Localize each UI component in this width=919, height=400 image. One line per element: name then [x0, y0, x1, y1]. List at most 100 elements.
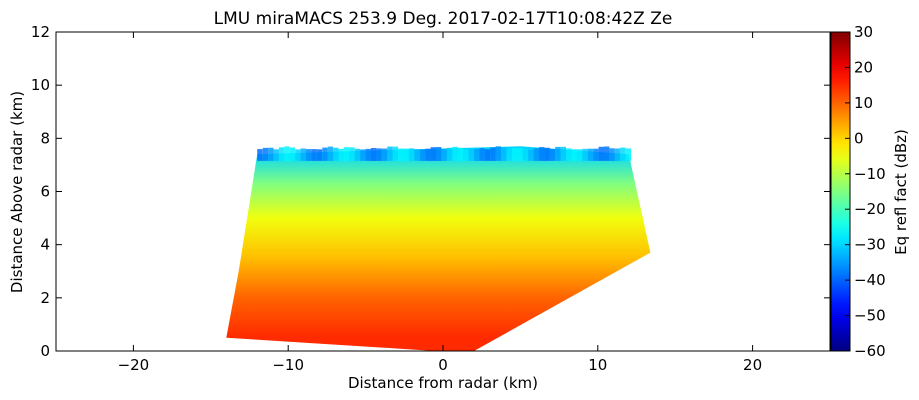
- colorbar-tick-label: −40: [854, 271, 886, 289]
- y-tick-label: 12: [31, 23, 50, 41]
- echo-top-cell: [257, 149, 263, 161]
- echo-top-cell: [484, 149, 491, 161]
- echo-top-cell: [555, 146, 561, 161]
- echo-top-cell: [522, 149, 529, 161]
- echo-top-cell: [571, 149, 577, 161]
- echo-top-cell: [582, 148, 588, 161]
- echo-top-cell: [419, 149, 426, 161]
- echo-top-cell: [360, 149, 366, 161]
- colorbar-tick-label: −10: [854, 165, 886, 183]
- echo-top-cell: [511, 148, 518, 161]
- echo-top-cell: [414, 149, 420, 161]
- echo-top-cell: [295, 149, 301, 161]
- colorbar-label: Eq refl fact (dBz): [892, 129, 910, 255]
- chart-title: LMU miraMACS 253.9 Deg. 2017-02-17T10:08…: [214, 9, 673, 29]
- echo-top-cell: [268, 147, 274, 161]
- colorbar-tick-label: −30: [854, 236, 886, 254]
- x-tick-label: 10: [588, 356, 607, 374]
- y-tick-label: 4: [40, 236, 50, 254]
- echo-top-cell: [620, 147, 626, 161]
- x-axis-label: Distance from radar (km): [348, 374, 538, 392]
- echo-top-cell: [479, 148, 485, 161]
- radar-echo-region: [226, 146, 651, 351]
- echo-top-cell: [262, 147, 269, 161]
- plot-area: [226, 146, 651, 351]
- echo-top-cell: [609, 148, 615, 161]
- echo-top-cell: [327, 146, 334, 161]
- x-axis: −20 −10 0 10 20: [118, 32, 762, 374]
- echo-top-cell: [549, 149, 556, 161]
- echo-top-cell: [506, 149, 512, 161]
- echo-top-cell: [539, 147, 545, 161]
- colorbar-tick-label: −20: [854, 200, 886, 218]
- echo-top-cell: [338, 148, 344, 161]
- echo-top-cell: [598, 146, 604, 161]
- echo-top-cell: [311, 149, 317, 161]
- echo-top-cell: [371, 148, 377, 161]
- echo-top-cell: [381, 148, 388, 161]
- echo-top-cell: [392, 146, 399, 161]
- echo-top-cell: [425, 148, 431, 161]
- echo-top-cell: [517, 148, 523, 161]
- echo-top-cell: [322, 147, 328, 161]
- echo-top-cell: [376, 148, 382, 161]
- echo-top-cell: [354, 148, 361, 161]
- echo-top-cell: [333, 147, 339, 161]
- y-tick-label: 0: [40, 342, 50, 360]
- colorbar: [830, 31, 851, 352]
- colorbar-tick-label: −50: [854, 307, 886, 325]
- echo-top-cell: [560, 146, 566, 161]
- echo-top-cell: [387, 146, 393, 161]
- echo-top-cell: [441, 148, 447, 161]
- echo-top-cell: [446, 147, 453, 161]
- echo-top-cell: [587, 148, 594, 161]
- y-tick-label: 2: [40, 289, 50, 307]
- echo-top-cell: [625, 148, 632, 161]
- echo-top-cell: [604, 146, 610, 161]
- echo-top-cell: [566, 148, 572, 161]
- colorbar-tick-label: 30: [854, 23, 873, 41]
- echo-top-cell: [452, 146, 458, 161]
- echo-top-cell: [533, 148, 539, 161]
- echo-top-cell: [403, 148, 409, 161]
- echo-top-cell: [544, 147, 550, 161]
- x-tick-label: −10: [272, 356, 304, 374]
- colorbar-tick-label: 10: [854, 94, 873, 112]
- echo-top-cell: [408, 148, 415, 161]
- x-tick-label: −20: [118, 356, 150, 374]
- echo-top-cell: [528, 149, 534, 161]
- echo-top-cell: [316, 149, 323, 161]
- echo-top-cell: [306, 149, 312, 161]
- echo-top-cell: [284, 146, 290, 161]
- echo-top-cell: [349, 147, 355, 161]
- echo-top-cell: [343, 147, 350, 161]
- echo-top-cell: [430, 147, 436, 161]
- echo-top-cell: [468, 149, 474, 161]
- colorbar-tick-label: 0: [854, 129, 864, 147]
- colorbar-tick-label: 20: [854, 58, 873, 76]
- echo-top-cell: [436, 147, 442, 161]
- echo-top-cell: [289, 147, 296, 161]
- echo-top-cell: [614, 148, 621, 161]
- echo-top-cell: [300, 148, 306, 161]
- echo-top-cell: [593, 148, 599, 161]
- echo-top-cell: [365, 148, 371, 161]
- x-tick-label: 20: [743, 356, 762, 374]
- echo-top-cell: [490, 147, 496, 161]
- echo-top-cell: [501, 147, 507, 161]
- y-axis: 0 2 4 6 8 10 12: [31, 23, 830, 360]
- echo-top-cell: [273, 149, 279, 161]
- echo-top-cell: [457, 147, 464, 161]
- y-tick-label: 6: [40, 183, 50, 201]
- echo-top-cell: [278, 147, 285, 161]
- colorbar-axis: 30 20 10 0 −10 −20 −30 −40 −50 −60: [845, 23, 886, 360]
- echo-top-cell: [474, 148, 480, 161]
- echo-top-cell: [576, 149, 583, 161]
- y-axis-label: Distance Above radar (km): [8, 91, 26, 293]
- echo-top-cell: [398, 148, 404, 161]
- echo-top-cell: [495, 146, 501, 161]
- echo-top-cell: [463, 149, 469, 161]
- y-tick-label: 10: [31, 76, 50, 94]
- echo-top-edge: [257, 146, 632, 161]
